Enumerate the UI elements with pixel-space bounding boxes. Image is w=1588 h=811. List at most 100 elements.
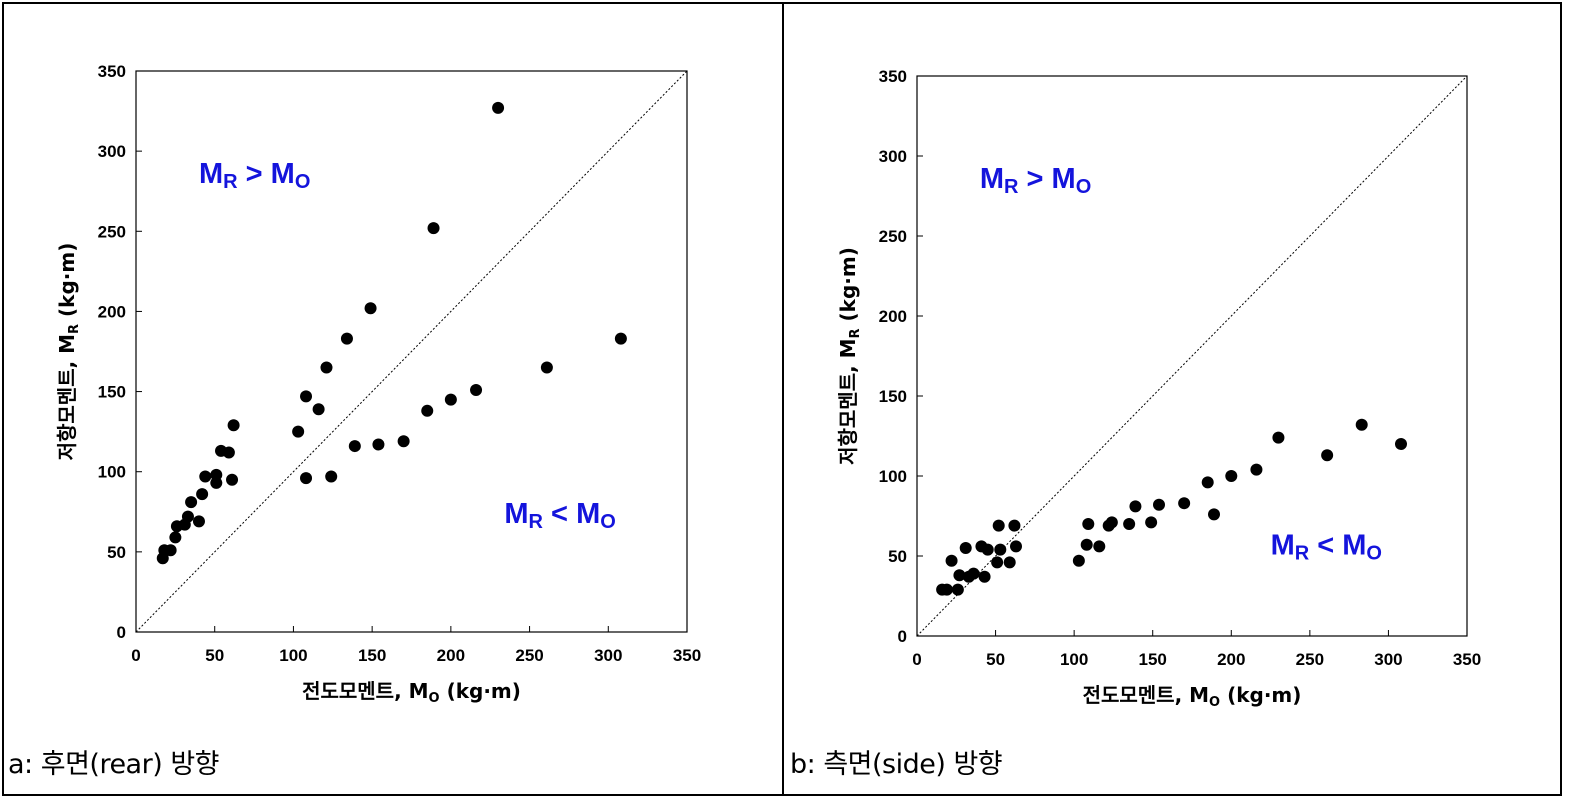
- x-tick-label: 250: [1296, 650, 1324, 669]
- data-point: [1008, 519, 1021, 532]
- data-point: [364, 302, 377, 315]
- data-point: [540, 361, 553, 374]
- y-tick-label: 0: [898, 627, 907, 646]
- x-tick-label: 300: [1374, 650, 1402, 669]
- data-point: [348, 440, 361, 453]
- data-point: [967, 567, 980, 580]
- data-point: [470, 383, 483, 396]
- scatter-chart-side: 0 50 100 150 200 250 300 350 0 50 100 150 200 250 300 3…: [836, 67, 1481, 710]
- data-point: [1093, 540, 1106, 553]
- x-tick-label: 0: [131, 646, 140, 665]
- y-tick-label: 250: [879, 227, 907, 246]
- data-point: [1153, 498, 1165, 511]
- region-label-below: MR < MO: [504, 498, 615, 533]
- data-point: [325, 470, 338, 483]
- y-tick-label: 350: [879, 67, 907, 86]
- data-point: [940, 583, 953, 596]
- y-axis-title: 저항모멘트, MR (kg·m): [836, 247, 863, 465]
- data-point: [1129, 500, 1142, 513]
- data-point: [185, 496, 198, 509]
- data-point: [1201, 476, 1214, 489]
- data-point: [978, 570, 991, 583]
- x-tick-label: 100: [1060, 650, 1088, 669]
- y-axis-title: 저항모멘트, MR (kg·m): [55, 243, 82, 461]
- data-point: [1355, 418, 1368, 431]
- data-point: [1250, 463, 1263, 476]
- data-point: [226, 473, 239, 486]
- data-point: [492, 101, 505, 114]
- data-point: [953, 569, 966, 582]
- data-point: [397, 435, 410, 448]
- data-point: [196, 488, 209, 501]
- x-tick-label: 50: [986, 650, 1005, 669]
- reference-line-1to1: [916, 75, 1468, 637]
- y-tick-label: 50: [888, 547, 907, 566]
- y-tick-label: 0: [117, 623, 126, 642]
- data-point: [227, 419, 240, 432]
- x-tick-label: 150: [1139, 650, 1167, 669]
- data-point: [300, 472, 313, 485]
- y-tick-label: 100: [879, 467, 907, 486]
- x-tick-label: 0: [912, 650, 921, 669]
- data-point: [427, 222, 440, 235]
- x-tick-label: 250: [515, 646, 543, 665]
- y-tick-label: 200: [98, 302, 126, 321]
- data-point: [300, 390, 313, 403]
- data-point: [1321, 449, 1334, 462]
- data-point: [1072, 554, 1085, 567]
- x-tick-label: 350: [1453, 650, 1481, 669]
- y-tick-label: 150: [879, 387, 907, 406]
- region-label-below: MR < MO: [1271, 529, 1382, 564]
- data-point: [1145, 516, 1158, 529]
- data-point: [1080, 538, 1093, 551]
- y-tick-label: 50: [107, 543, 126, 562]
- data-point: [981, 543, 994, 556]
- y-tick-label: 300: [98, 142, 126, 161]
- data-point: [1178, 497, 1191, 510]
- y-tick-label: 250: [98, 222, 126, 241]
- data-point: [192, 515, 205, 528]
- data-point: [1395, 438, 1407, 450]
- y-tick-label: 350: [98, 62, 126, 81]
- data-point: [421, 404, 434, 417]
- data-point: [372, 438, 385, 451]
- y-tick-label: 150: [98, 383, 126, 402]
- data-point: [959, 542, 972, 554]
- x-tick-label: 350: [673, 646, 701, 665]
- data-point: [222, 446, 235, 459]
- x-tick-label: 200: [1217, 650, 1245, 669]
- y-tick-label: 100: [98, 463, 126, 482]
- data-point: [992, 519, 1005, 532]
- x-tick-label: 100: [279, 646, 307, 665]
- y-tick-label: 300: [879, 147, 907, 166]
- x-axis-title: 전도모멘트, MO (kg·m): [302, 679, 521, 706]
- data-point: [340, 332, 353, 345]
- data-point: [312, 403, 325, 416]
- scatter-chart-rear: 0 50 100 150 200 250 300 350 0 50 100 150 200 250 300 3…: [55, 62, 701, 706]
- data-point: [994, 543, 1007, 556]
- data-point: [169, 531, 182, 544]
- data-point: [444, 393, 457, 406]
- data-point: [945, 554, 958, 567]
- x-tick-label: 150: [358, 646, 386, 665]
- panel-divider: [782, 2, 784, 796]
- data-point: [1010, 540, 1022, 553]
- data-point: [1225, 470, 1238, 482]
- x-axis-title: 전도모멘트, MO (kg·m): [1083, 683, 1302, 710]
- caption-side: b: 측면(side) 방향: [790, 749, 1003, 780]
- data-point: [1105, 516, 1118, 529]
- data-point: [1208, 508, 1220, 521]
- y-tick-label: 200: [879, 307, 907, 326]
- data-point: [1003, 556, 1016, 569]
- data-point: [199, 470, 212, 483]
- data-point: [292, 425, 305, 438]
- data-point: [951, 583, 964, 596]
- reference-line-1to1: [135, 70, 688, 633]
- data-point: [1123, 518, 1136, 530]
- data-point: [181, 510, 194, 523]
- region-label-above: MR > MO: [980, 163, 1091, 198]
- data-point: [1082, 518, 1095, 530]
- data-point: [991, 556, 1004, 569]
- x-tick-label: 50: [205, 646, 224, 665]
- x-tick-label: 300: [594, 646, 622, 665]
